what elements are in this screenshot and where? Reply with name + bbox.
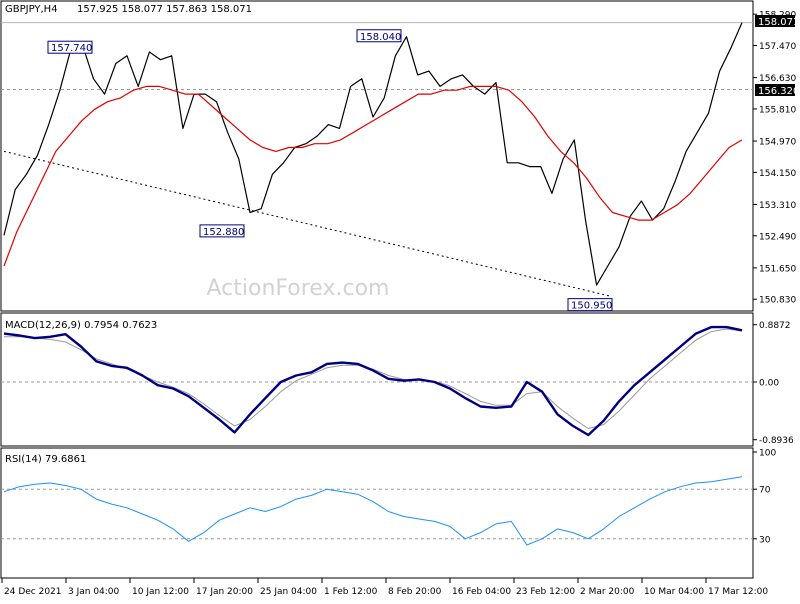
x-axis: 24 Dec 2021 3 Jan 04:00 10 Jan 12:00 17 Jan… [1,578,768,597]
y-tick-label: 150.830 [759,296,796,306]
y-tick-label: 152.490 [759,232,796,242]
y-tick-label: 70 [759,486,771,496]
y-tick-label: 0.8872 [759,321,791,331]
main-title: GBPJPY,H4 [5,4,58,15]
annotations-group: 157.740 158.040 152.880 150.950 [47,29,613,312]
main-panel: GBPJPY,H4 157.925 158.077 157.863 158.07… [0,0,754,312]
annotation-box [356,29,402,43]
x-tick-label: 8 Feb 20:00 [388,587,442,597]
macd-series-group [3,325,743,437]
x-tick-label: 2 Mar 20:00 [580,587,635,597]
macd-main-line [3,325,743,437]
trendline [3,150,613,298]
macd-panel: MACD(12,26,9) 0.7954 0.7623 [0,312,754,447]
y-tick-label: 156.630 [759,74,796,84]
macd-y-axis: 0.8872 0.00 -0.8936 [753,321,794,446]
x-tick-label: 17 Mar 12:00 [708,587,768,597]
y-tick-label: 157.470 [759,42,796,52]
annotation-text: 152.880 [203,227,244,238]
annotation-box [199,224,245,238]
price-series-line [3,22,743,286]
current-price-label: 158.071 [755,15,799,28]
y-tick-label: 30 [759,535,771,545]
y-tick-label: 0.00 [759,379,779,389]
x-tick-label: 10 Mar 04:00 [644,587,704,597]
current-price-text: 158.071 [758,17,799,28]
level-label: 156.320 [755,84,799,97]
rsi-y-axis: 100 70 30 [753,449,776,545]
x-tick-label: 10 Jan 12:00 [132,587,189,597]
x-tick-label: 24 Dec 2021 [4,587,62,597]
macd-title: MACD(12,26,9) 0.7954 0.7623 [5,320,157,331]
ohlc-values: 157.925 158.077 157.863 158.071 [77,4,252,15]
x-tick-label: 23 Feb 12:00 [516,587,575,597]
rsi-grid-lines [1,488,753,540]
main-series-group [3,22,743,286]
y-tick-label: 155.810 [759,105,796,115]
y-tick-label: 100 [759,449,776,459]
x-tick-label: 16 Feb 04:00 [452,587,511,597]
watermark: ActionForex.com [207,276,390,301]
annotation-text: 150.950 [571,301,612,312]
annotation-text: 158.040 [360,32,401,43]
y-tick-label: -0.8936 [759,436,794,446]
y-tick-label: 154.970 [759,138,796,148]
y-tick-label: 154.150 [759,169,796,179]
moving-average-line [3,85,743,267]
rsi-title: RSI(14) 79.6861 [5,454,86,465]
annotation-box [47,40,93,54]
rsi-series-group [3,476,743,546]
x-tick-label: 25 Jan 04:00 [260,587,317,597]
y-tick-label: 153.310 [759,201,796,211]
x-tick-label: 3 Jan 04:00 [68,587,120,597]
level-label-text: 156.320 [758,86,799,97]
annotation-text: 157.740 [51,43,92,54]
x-tick-label: 17 Jan 20:00 [196,587,253,597]
y-tick-label: 151.650 [759,264,796,274]
annotation-box [567,298,613,312]
x-tick-label: 1 Feb 12:00 [324,587,378,597]
rsi-line [3,476,743,546]
